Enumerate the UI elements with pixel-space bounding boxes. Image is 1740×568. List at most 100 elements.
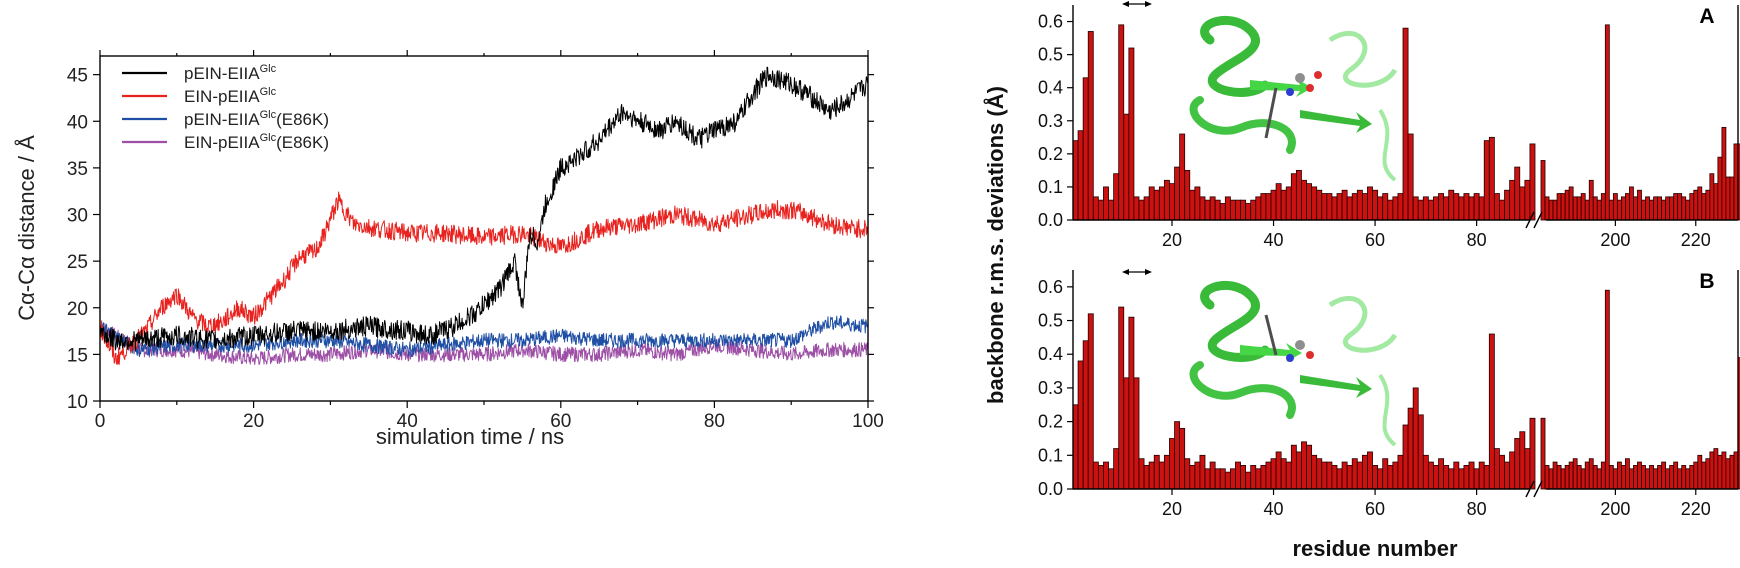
bar	[1407, 133, 1414, 221]
bar	[1402, 27, 1409, 221]
bar	[1600, 461, 1606, 490]
legend-label: EIN-pEIIAGlc	[184, 86, 277, 106]
bar	[1214, 468, 1221, 490]
y-tick-label: 10	[67, 392, 88, 413]
bar	[1665, 196, 1671, 221]
bar	[1580, 468, 1586, 490]
bar	[1387, 465, 1394, 490]
bar	[1540, 417, 1546, 490]
bar	[1729, 176, 1735, 221]
bar	[1713, 448, 1719, 490]
bar	[1158, 461, 1165, 490]
bar	[1564, 465, 1570, 490]
bar	[1275, 183, 1282, 221]
bar	[1229, 468, 1236, 490]
bar	[1199, 196, 1206, 221]
x-tick-label: 200	[1600, 230, 1630, 250]
bar	[1219, 203, 1226, 221]
bar	[1625, 458, 1630, 490]
line-series-group	[99, 66, 869, 366]
y-tick-label: 0.1	[1038, 177, 1063, 197]
bar	[1179, 133, 1186, 221]
series-line-1	[99, 191, 869, 365]
x-tick-label: 20	[1162, 230, 1182, 250]
series-line-2	[99, 315, 869, 358]
bar	[1270, 458, 1277, 490]
bar	[1092, 196, 1099, 221]
bar	[1077, 130, 1084, 221]
bar	[1616, 199, 1622, 221]
bar	[1633, 465, 1638, 490]
bar	[1612, 468, 1618, 490]
y-tick-label: 15	[67, 345, 88, 366]
bar	[1240, 465, 1247, 490]
y-tick-label: 30	[67, 206, 88, 227]
bar	[1556, 193, 1562, 221]
bar	[1275, 451, 1282, 490]
bar	[1103, 186, 1109, 221]
bar	[1295, 451, 1302, 490]
bar	[1717, 156, 1723, 221]
bar	[1179, 427, 1186, 490]
bar	[1174, 166, 1181, 221]
bar	[1629, 186, 1634, 221]
bar	[1113, 448, 1120, 490]
x-tick-label: 40	[1264, 230, 1284, 250]
bar	[1072, 140, 1079, 221]
bar	[1669, 465, 1675, 490]
bar	[1608, 465, 1614, 490]
bar	[1509, 451, 1516, 490]
legend-label: pEIN-EIIAGlc(E86K)	[184, 109, 329, 129]
bar	[1519, 431, 1526, 490]
panel-a-bar-chart: 0.0 0.1 0.2 0.3 0.4 0.5 0.6 20 40 60 80 200 220 A	[1038, 5, 1740, 250]
bar	[1519, 186, 1526, 221]
bar	[1316, 189, 1323, 221]
bar	[1092, 461, 1099, 490]
x-tick-label: 60	[1365, 499, 1385, 519]
bar	[1153, 189, 1160, 221]
bar	[1301, 179, 1307, 221]
bar	[1392, 461, 1399, 490]
bar	[1250, 465, 1257, 490]
bar	[1417, 199, 1424, 221]
y-tick-label: 0.3	[1038, 111, 1063, 131]
bar	[1584, 461, 1590, 490]
bar	[1108, 468, 1115, 490]
bar	[1224, 471, 1231, 490]
bar	[1245, 471, 1252, 490]
bar	[1580, 193, 1586, 221]
y-tick-label: 0.4	[1038, 78, 1063, 98]
bar	[1661, 199, 1667, 221]
x-tick-label: 100	[852, 411, 884, 432]
x-tick-label: 40	[1264, 499, 1284, 519]
bar	[1681, 196, 1687, 221]
bar	[1568, 461, 1574, 490]
bar	[1448, 468, 1455, 490]
bar	[1504, 189, 1511, 221]
bar	[1245, 203, 1252, 221]
bar	[1641, 465, 1646, 490]
bar	[1499, 199, 1505, 221]
bar	[1458, 196, 1465, 221]
bar	[1514, 438, 1521, 490]
legend-label: EIN-pEIIAGlc(E86K)	[184, 132, 329, 152]
bar	[1422, 454, 1429, 490]
bar	[1372, 465, 1379, 490]
x-tick-label: 200	[1600, 499, 1630, 519]
bar	[1331, 465, 1338, 490]
bar	[1438, 193, 1445, 221]
bar	[1524, 179, 1531, 221]
bar	[1433, 465, 1439, 490]
bar	[1123, 377, 1130, 490]
y-axis-title-right: backbone r.m.s. deviations (Å)	[982, 86, 1008, 404]
axis-ticks: 0 20 40 60 80 100 10 15 20 25 30 35 40 45	[67, 50, 884, 432]
bar	[1072, 404, 1079, 490]
axis-break-mark	[1525, 211, 1535, 229]
bar	[1725, 458, 1731, 490]
y-tick-label: 20	[67, 299, 88, 320]
bar	[1473, 468, 1480, 490]
bar	[1677, 193, 1683, 221]
bar	[1488, 333, 1495, 490]
bar	[1235, 461, 1241, 490]
bar	[1377, 468, 1384, 490]
